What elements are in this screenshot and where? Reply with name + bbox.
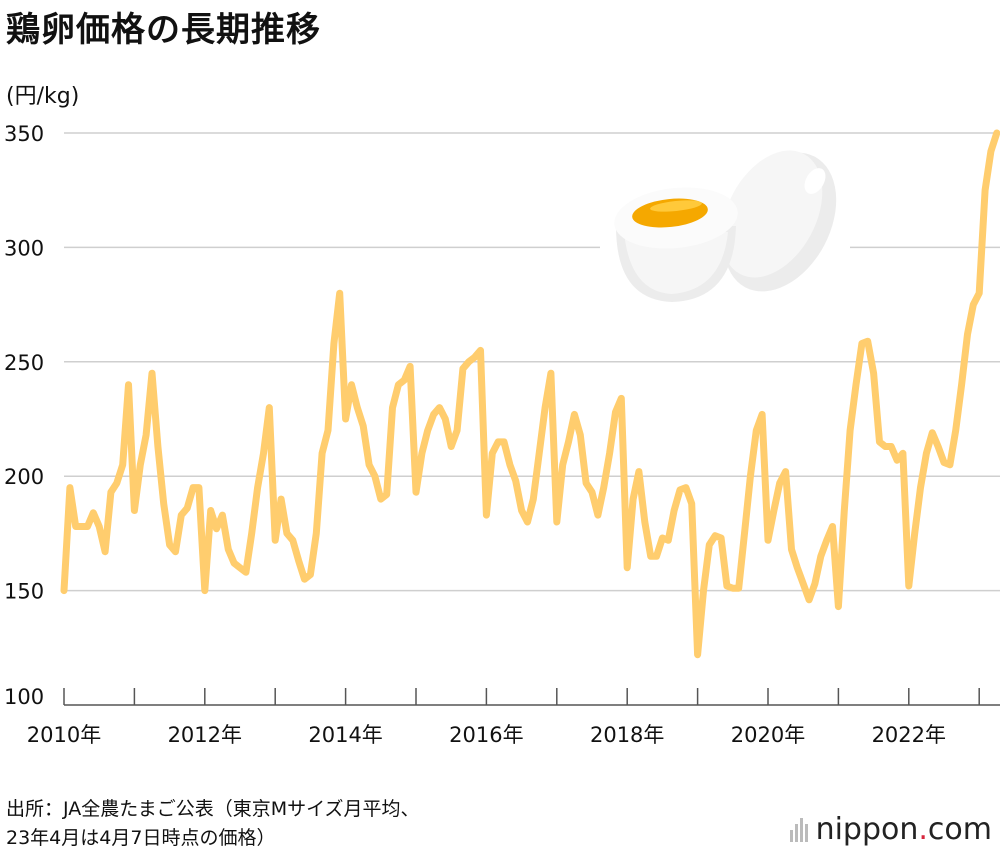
y-axis-tick-labels: 100 150 200 250 300 350 <box>4 122 44 709</box>
y-tick-label-250: 250 <box>4 351 44 375</box>
logo-tld: com <box>927 812 992 847</box>
egg-illustration <box>600 150 850 302</box>
y-tick-label-200: 200 <box>4 465 44 489</box>
source-line-1: 出所：JA全農たまご公表（東京Mサイズ月平均、 <box>6 798 420 820</box>
y-tick-label-100: 100 <box>4 685 44 709</box>
logo-name: nippon <box>815 812 919 847</box>
nippon-logo: nippon. com <box>789 812 992 847</box>
logo-bars-icon <box>789 817 808 842</box>
x-tick-label-2020: 2020年 <box>731 723 805 747</box>
y-axis-unit-label: (円/kg) <box>6 84 80 109</box>
x-tick-label-2022: 2022年 <box>872 723 946 747</box>
y-tick-label-300: 300 <box>4 236 44 260</box>
price-series-line <box>60 129 1000 659</box>
x-tick-label-2010: 2010年 <box>27 723 101 747</box>
y-tick-label-150: 150 <box>4 580 44 604</box>
logo-dot: . <box>918 812 928 847</box>
chart-title: 鶏卵価格の長期推移 <box>6 10 321 50</box>
x-tick-label-2016: 2016年 <box>449 723 523 747</box>
x-tick-label-2012: 2012年 <box>168 723 242 747</box>
x-axis-ticks: 2010年 2012年 2014年 2016年 2018年 2020年 2022年 <box>27 688 980 747</box>
source-line-2: 23年4月は4月7日時点の価格） <box>6 827 276 849</box>
x-tick-label-2018: 2018年 <box>590 723 664 747</box>
x-tick-label-2014: 2014年 <box>308 723 382 747</box>
y-tick-label-350: 350 <box>4 122 44 146</box>
source-note: 出所：JA全農たまご公表（東京Mサイズ月平均、 23年4月は4月7日時点の価格） <box>6 795 420 853</box>
